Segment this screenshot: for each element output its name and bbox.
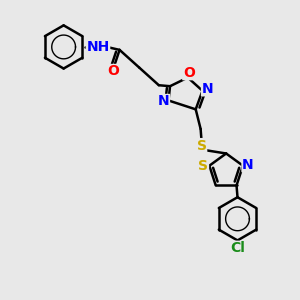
Text: NH: NH: [86, 40, 110, 54]
Text: S: S: [199, 159, 208, 173]
Text: O: O: [183, 66, 195, 80]
Text: N: N: [202, 82, 213, 96]
Text: N: N: [242, 158, 254, 172]
Text: S: S: [196, 139, 207, 153]
Text: N: N: [158, 94, 170, 109]
Text: O: O: [108, 64, 120, 79]
Text: Cl: Cl: [230, 241, 245, 255]
